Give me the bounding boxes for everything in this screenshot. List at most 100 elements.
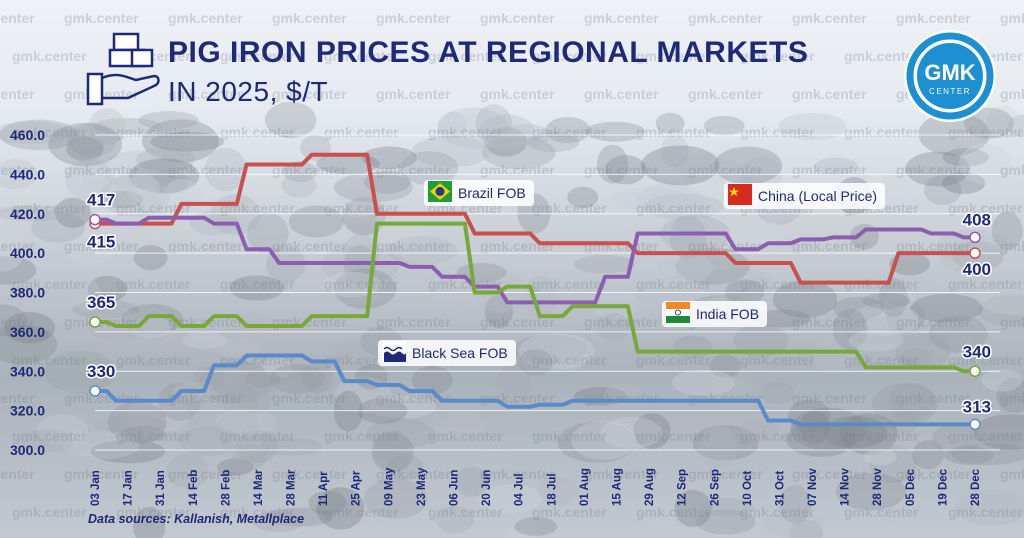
rock-shape (590, 288, 639, 320)
rock-shape (964, 107, 1014, 139)
rock-shape (552, 343, 588, 371)
rock-shape (0, 324, 58, 365)
rock-shape (87, 275, 128, 303)
x-tick-label: 20 Jun (481, 470, 493, 506)
logo-sub-text: CENTER (929, 87, 971, 96)
x-tick-label: 11 Apr (318, 471, 330, 506)
x-tick-label: 28 Dec (970, 468, 982, 506)
black-sea-fob-label: Black Sea FOB (412, 345, 508, 361)
rock-shape (411, 135, 491, 168)
rock-shape (673, 153, 741, 184)
rock-shape (301, 360, 333, 395)
rock-shape (133, 244, 168, 271)
sea-waves-icon (382, 341, 406, 362)
brazil-fob-tag: Brazil FOB (424, 180, 534, 206)
rock-shape (585, 121, 646, 142)
rock-shape (72, 278, 101, 312)
rock-shape (316, 487, 365, 530)
x-tick-label: 04 Jul (514, 473, 526, 506)
rock-shape (0, 159, 38, 190)
rock-shape (928, 315, 988, 353)
rock-shape (759, 381, 795, 405)
x-tick-label: 19 Dec (937, 468, 949, 506)
rock-shape (438, 111, 468, 140)
rock-shape (198, 361, 273, 404)
y-axis-labels: 300.0 320.0 340.0 360.0 380.0 400.0 420.0 440.0… (10, 127, 45, 458)
rock-shape (600, 416, 663, 449)
rock-shape (605, 155, 647, 185)
start-marker (89, 316, 101, 328)
rock-shape (369, 394, 437, 419)
rock-shape (872, 383, 938, 425)
rock-shape (996, 377, 1024, 413)
rock-shape (523, 275, 558, 317)
rock-shape (849, 303, 921, 336)
rock-shape (889, 252, 931, 276)
end-marker (969, 365, 981, 377)
rock-shape (596, 144, 629, 184)
rock-shape (182, 332, 228, 349)
rock-shape (0, 205, 70, 222)
rock-shape (832, 308, 868, 350)
rock-shape (67, 122, 118, 158)
rock-shape (660, 135, 689, 168)
x-tick-label: 10 Oct (742, 471, 754, 506)
rock-shape (699, 425, 738, 470)
rock-shape (216, 458, 254, 476)
x-tick-label: 18 Jul (546, 473, 558, 506)
pig-iron-ingot-icon (86, 32, 160, 106)
rock-shape (411, 365, 453, 395)
rock-shape (905, 151, 971, 187)
rock-shape (710, 364, 751, 403)
x-tick-label: 06 Jun (449, 470, 461, 506)
rock-shape (263, 355, 292, 379)
rock-shape (138, 111, 199, 130)
rock-shape (674, 489, 712, 528)
end-value-label: 408 (963, 210, 991, 229)
rock-shape (387, 236, 458, 266)
rock-shape (72, 300, 140, 319)
rock-shape (264, 101, 317, 139)
rock-shape (740, 420, 781, 441)
rock-shape (0, 232, 25, 272)
rock-shape (88, 107, 126, 146)
end-marker (969, 231, 981, 244)
chart-subtitle: IN 2025, $/T (168, 76, 329, 107)
china-flag-icon (728, 184, 752, 205)
rock-shape (878, 277, 908, 318)
rock-shape (252, 511, 304, 532)
rock-shape (636, 183, 706, 220)
rock-shape (899, 347, 932, 368)
x-tick-label: 01 Aug (579, 468, 591, 506)
rock-shape (363, 170, 411, 194)
rock-shape (99, 190, 144, 209)
rock-shape (128, 158, 200, 194)
rock-shape (642, 495, 676, 530)
rock-shape (779, 485, 812, 524)
rock-shape (81, 157, 111, 195)
rock-shape (265, 507, 333, 527)
start-value-label: 417 (87, 191, 115, 210)
rock-shape (973, 414, 1024, 450)
rock-shape (0, 304, 27, 337)
rock-shape (912, 440, 944, 470)
rock-shape (663, 493, 697, 516)
rock-shape (215, 408, 277, 436)
rock-shape (229, 275, 284, 301)
rock-shape (126, 398, 191, 433)
rock-shape (938, 241, 1004, 274)
rock-shape (518, 349, 553, 376)
start-value-label: 330 (87, 362, 115, 381)
rock-shape (65, 230, 116, 265)
x-tick-label: 14 Mar (253, 469, 265, 506)
rock-shape (545, 117, 591, 144)
rock-shape (479, 484, 543, 514)
x-tick-label: 28 Feb (220, 470, 232, 506)
india-flag-icon (666, 302, 690, 323)
rock-shape (0, 119, 78, 151)
black-sea-fob-tag: Black Sea FOB (378, 340, 516, 366)
rock-shape (527, 131, 580, 153)
gmk-center-logo: GMK CENTER (904, 30, 996, 122)
rock-shape (512, 334, 588, 364)
rock-shape (848, 329, 904, 352)
